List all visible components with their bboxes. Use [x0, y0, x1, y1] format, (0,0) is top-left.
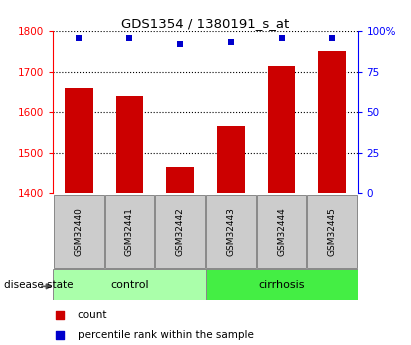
FancyBboxPatch shape: [307, 195, 357, 268]
FancyBboxPatch shape: [206, 269, 358, 300]
Text: percentile rank within the sample: percentile rank within the sample: [78, 330, 254, 339]
Point: [278, 35, 285, 40]
Bar: [268, 66, 296, 193]
Point: [56, 332, 63, 337]
Text: disease state: disease state: [4, 280, 74, 289]
Point: [126, 35, 133, 40]
Text: GSM32445: GSM32445: [328, 207, 337, 256]
Text: count: count: [78, 310, 107, 320]
Text: GSM32440: GSM32440: [74, 207, 83, 256]
FancyBboxPatch shape: [206, 195, 256, 268]
FancyBboxPatch shape: [105, 195, 154, 268]
FancyBboxPatch shape: [54, 195, 104, 268]
Point: [228, 40, 234, 45]
FancyBboxPatch shape: [53, 269, 206, 300]
FancyBboxPatch shape: [257, 195, 306, 268]
Title: GDS1354 / 1380191_s_at: GDS1354 / 1380191_s_at: [121, 17, 290, 30]
Point: [329, 35, 335, 40]
Point: [76, 35, 82, 40]
Bar: [318, 51, 346, 193]
Text: cirrhosis: cirrhosis: [258, 280, 305, 289]
Point: [56, 313, 63, 318]
Bar: [217, 126, 245, 193]
Text: GSM32442: GSM32442: [175, 207, 185, 256]
Text: GSM32444: GSM32444: [277, 207, 286, 256]
Text: GSM32443: GSM32443: [226, 207, 236, 256]
Bar: [166, 167, 194, 193]
Point: [177, 41, 183, 47]
FancyBboxPatch shape: [155, 195, 205, 268]
Bar: [65, 88, 93, 193]
Text: control: control: [110, 280, 149, 289]
Bar: [115, 96, 143, 193]
Text: GSM32441: GSM32441: [125, 207, 134, 256]
